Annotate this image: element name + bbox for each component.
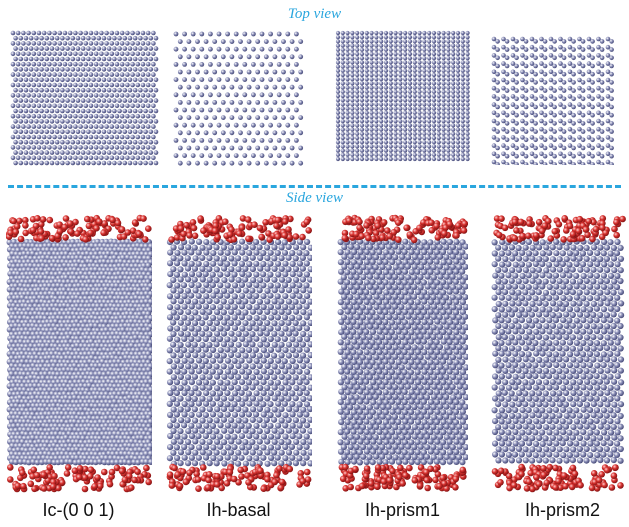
top-view-ih-basal xyxy=(172,30,307,170)
dashed-divider xyxy=(8,185,621,188)
label-ih-basal: Ih-basal xyxy=(206,500,271,520)
molecule-render xyxy=(173,31,304,166)
molecule-render xyxy=(166,215,312,493)
side-view-ih-prism1 xyxy=(337,212,468,495)
molecule-render xyxy=(491,215,626,493)
top-view-title: Top view xyxy=(287,6,342,22)
label-ih-prism1: Ih-prism1 xyxy=(364,500,440,520)
molecule-render xyxy=(335,30,470,162)
top-view-ih-prism2 xyxy=(490,35,615,165)
label-ih-prism2: Ih-prism2 xyxy=(524,500,600,520)
side-view-ih-prism2 xyxy=(491,212,627,495)
side-view-ih-basal xyxy=(166,212,312,495)
molecule-render xyxy=(491,36,614,165)
molecule-render xyxy=(337,214,468,492)
side-view-title: Side view xyxy=(285,190,344,206)
molecule-render xyxy=(6,214,152,493)
molecule-render xyxy=(10,30,159,166)
label-ic-001: Ic-(0 0 1) xyxy=(42,500,115,520)
side-view-ic-001 xyxy=(6,212,152,495)
top-view-ih-prism1 xyxy=(335,30,470,165)
top-view-ic-001 xyxy=(10,30,160,170)
